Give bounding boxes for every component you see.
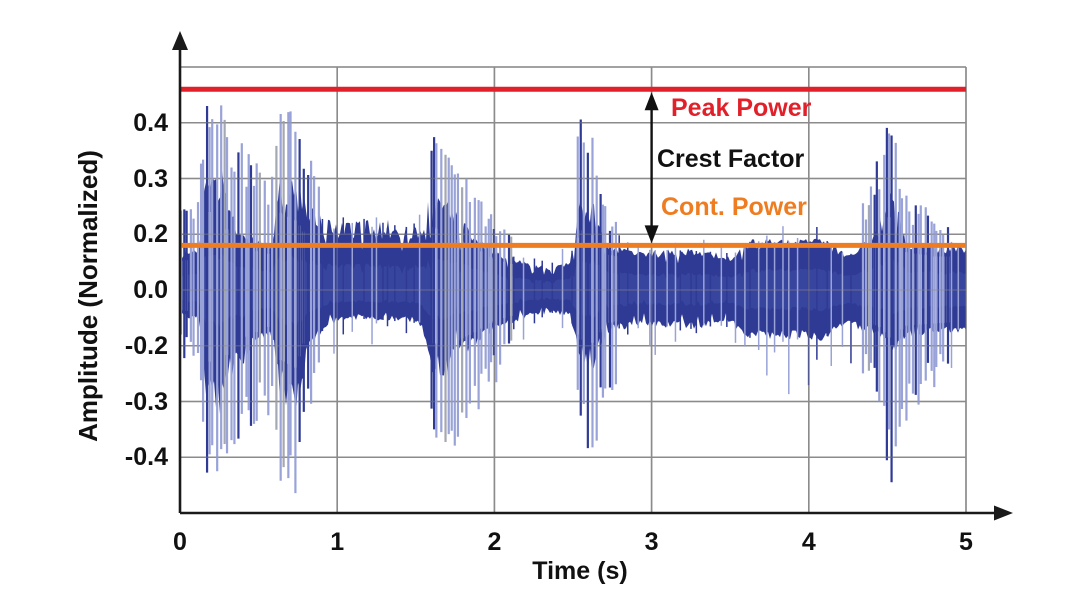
x-axis-arrowhead bbox=[994, 505, 1013, 521]
y-tick-label: 0.2 bbox=[133, 220, 168, 249]
x-tick-label: 1 bbox=[330, 528, 345, 556]
x-axis-title: Time (s) bbox=[532, 557, 628, 585]
x-tick-label: 2 bbox=[487, 528, 502, 556]
crest-factor-arrowhead-up bbox=[644, 92, 659, 111]
crest-factor-label: Crest Factor bbox=[657, 145, 805, 173]
y-tick-label: 0.4 bbox=[133, 108, 168, 137]
y-tick-label: -0.2 bbox=[124, 331, 168, 360]
y-tick-label: -0.3 bbox=[124, 387, 168, 416]
peak-power-label: Peak Power bbox=[671, 94, 812, 122]
x-tick-label: 3 bbox=[644, 528, 659, 556]
x-tick-label: 4 bbox=[801, 528, 816, 556]
y-tick-label: 0.0 bbox=[133, 276, 168, 304]
x-tick-label: 5 bbox=[959, 528, 973, 556]
x-tick-label: 0 bbox=[173, 528, 187, 556]
y-tick-label: 0.3 bbox=[133, 164, 168, 193]
y-axis-arrowhead bbox=[172, 31, 188, 50]
crest-factor-arrowhead-down bbox=[644, 225, 659, 244]
cont-power-label: Cont. Power bbox=[661, 193, 807, 221]
y-tick-label: -0.4 bbox=[124, 443, 168, 472]
